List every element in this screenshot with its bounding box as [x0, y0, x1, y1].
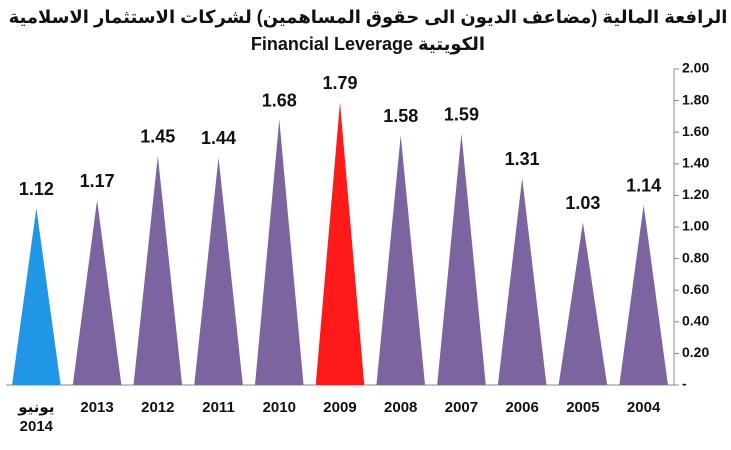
- x-tick-label: يونيو 2014: [18, 399, 55, 435]
- x-tick-label: 2011: [202, 399, 235, 416]
- value-label: 1.14: [626, 176, 661, 196]
- x-tick-label: 2009: [323, 399, 357, 416]
- bar: [315, 102, 365, 386]
- y-tick-label: 1.60: [682, 123, 709, 139]
- bar: [133, 155, 183, 385]
- y-tick-label: 0.40: [682, 313, 709, 329]
- x-tick-label: 2004: [626, 399, 661, 416]
- y-tick-label: 0.60: [682, 281, 709, 297]
- x-tick-label: 2010: [262, 399, 296, 416]
- x-tick-label: 2007: [444, 399, 479, 416]
- bar: [376, 135, 426, 385]
- bar: [194, 157, 243, 385]
- y-tick-label: 1.40: [682, 155, 709, 171]
- y-tick-label: -: [682, 376, 687, 392]
- value-label: 1.79: [322, 73, 357, 93]
- x-tick-label: 2008: [384, 399, 418, 416]
- y-tick-label: 0.20: [682, 344, 709, 360]
- bar: [437, 133, 486, 385]
- y-tick-label: 1.20: [682, 186, 709, 202]
- bar: [497, 178, 547, 385]
- chart-title: الكويتية Financial Leverage: [251, 34, 485, 55]
- value-label: 1.31: [505, 149, 540, 169]
- x-tick-label: 2005: [566, 399, 600, 416]
- chart-title: الرافعة المالية (مضاعف الديون الى حقوق ا…: [9, 7, 728, 28]
- bar: [558, 222, 608, 385]
- x-tick-label: 2013: [80, 399, 114, 416]
- bar: [619, 204, 668, 385]
- x-tick-label: 2012: [141, 399, 175, 416]
- y-tick-label: 0.80: [682, 249, 709, 265]
- x-tick-label: 2006: [505, 399, 539, 416]
- bar: [12, 208, 61, 385]
- y-tick-label: 1.80: [682, 91, 709, 107]
- value-label: 1.17: [80, 171, 115, 191]
- value-label: 1.03: [565, 193, 600, 213]
- value-label: 1.45: [140, 127, 175, 147]
- value-label: 1.68: [262, 90, 297, 110]
- y-tick-label: 2.00: [682, 60, 709, 76]
- bar: [72, 200, 122, 385]
- y-tick-label: 1.00: [682, 218, 709, 234]
- value-label: 1.44: [201, 128, 236, 148]
- value-label: 1.58: [383, 106, 418, 126]
- bar: [254, 119, 304, 385]
- value-label: 1.12: [19, 179, 54, 199]
- value-label: 1.59: [444, 105, 479, 125]
